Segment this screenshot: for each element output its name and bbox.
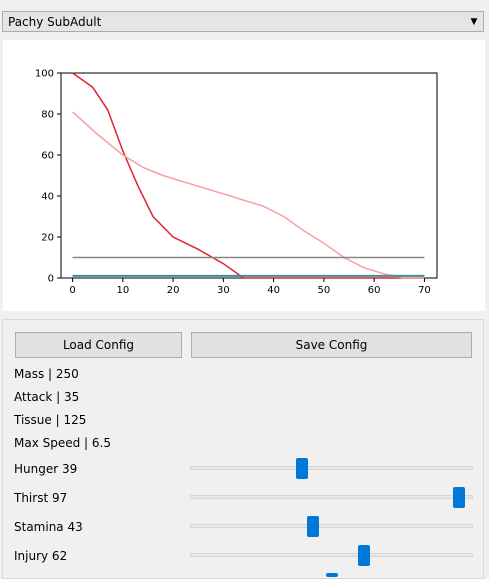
stamina-slider-thumb[interactable] [306, 516, 319, 537]
x-tick-label: 50 [318, 285, 331, 296]
mass-label: Mass | 250 [14, 367, 79, 381]
load-config-button[interactable]: Load Config [15, 332, 182, 358]
series-line-0 [72, 72, 425, 279]
x-tick-label: 10 [116, 285, 129, 296]
stamina-slider[interactable] [190, 524, 473, 528]
x-tick-label: 30 [217, 285, 230, 296]
y-tick-label: 0 [48, 274, 54, 285]
stamina-label: Stamina 43 [14, 520, 83, 534]
thirst-slider-thumb[interactable] [452, 487, 465, 508]
chart-svg: 0 10 20 30 40 50 60 70 0 20 40 60 80 100 [35, 69, 438, 296]
stats-chart: 0 10 20 30 40 50 60 70 0 20 40 60 80 100 [3, 40, 485, 311]
next-slider-thumb[interactable] [325, 573, 338, 577]
attack-label: Attack | 35 [14, 390, 80, 404]
y-tick-label: 60 [41, 151, 54, 162]
y-tick-label: 80 [41, 110, 54, 121]
x-tick-label: 70 [418, 285, 431, 296]
thirst-slider[interactable] [190, 495, 473, 499]
injury-label: Injury 62 [14, 549, 68, 563]
hunger-label: Hunger 39 [14, 462, 78, 476]
creature-select-value: Pachy SubAdult [8, 14, 102, 29]
y-tick-label: 40 [41, 192, 54, 203]
max-speed-label: Max Speed | 6.5 [14, 436, 111, 450]
x-tick-label: 20 [167, 285, 180, 296]
hunger-slider-thumb[interactable] [295, 458, 308, 479]
injury-slider-thumb[interactable] [358, 545, 370, 566]
save-config-button[interactable]: Save Config [191, 332, 472, 358]
x-tick-label: 0 [69, 285, 75, 296]
y-tick-label: 20 [41, 233, 54, 244]
x-tick-label: 60 [368, 285, 381, 296]
tissue-label: Tissue | 125 [14, 413, 87, 427]
hunger-slider[interactable] [190, 466, 473, 470]
y-tick-label: 100 [35, 69, 54, 80]
plot-area [60, 72, 438, 279]
thirst-label: Thirst 97 [14, 491, 68, 505]
x-tick-label: 40 [267, 285, 280, 296]
chevron-down-icon[interactable]: ▼ [470, 16, 478, 27]
injury-slider[interactable] [190, 553, 473, 557]
creature-select[interactable]: Pachy SubAdult ▼ [2, 11, 484, 32]
series-line-1 [72, 111, 425, 279]
